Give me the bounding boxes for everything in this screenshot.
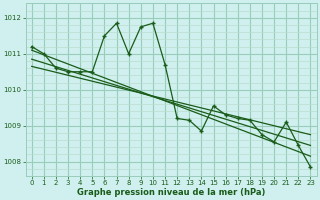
X-axis label: Graphe pression niveau de la mer (hPa): Graphe pression niveau de la mer (hPa)	[77, 188, 265, 197]
